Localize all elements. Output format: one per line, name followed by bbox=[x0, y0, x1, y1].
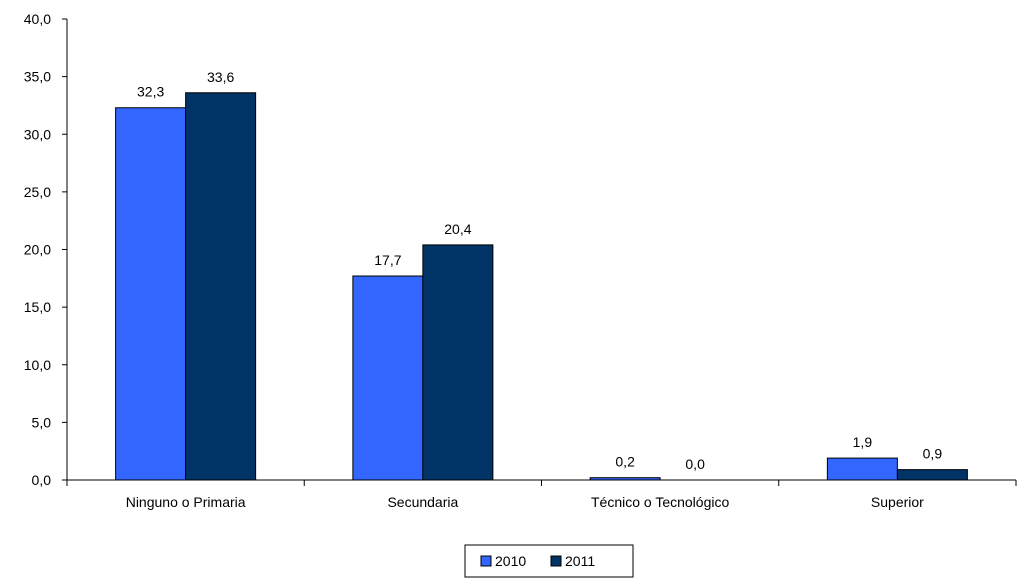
data-label: 0,2 bbox=[615, 454, 635, 470]
y-tick-label: 0,0 bbox=[32, 472, 52, 488]
y-tick-label: 10,0 bbox=[24, 357, 51, 373]
y-tick-label: 15,0 bbox=[24, 299, 51, 315]
x-category-label: Técnico o Tecnológico bbox=[591, 494, 729, 510]
data-label: 33,6 bbox=[207, 69, 234, 85]
data-label: 0,9 bbox=[923, 446, 943, 462]
legend-swatch-2011 bbox=[550, 555, 562, 567]
data-labels: 32,3 17,7 0,2 1,9 33,6 20,4 0,0 0,9 bbox=[137, 69, 942, 472]
x-category-label: Ninguno o Primaria bbox=[126, 494, 246, 510]
bar-2011 bbox=[185, 92, 257, 481]
x-category-label: Superior bbox=[871, 494, 924, 510]
x-axis: Ninguno o Primaria Secundaria Técnico o Te… bbox=[66, 479, 1017, 510]
bars bbox=[115, 92, 968, 481]
legend-label-2010: 2010 bbox=[495, 553, 526, 569]
bar-2010 bbox=[589, 477, 661, 481]
bar-2011 bbox=[422, 244, 494, 481]
data-label: 1,9 bbox=[853, 434, 873, 450]
data-label: 0,0 bbox=[685, 456, 705, 472]
legend-swatch-2010 bbox=[480, 555, 492, 567]
y-tick-label: 40,0 bbox=[24, 11, 51, 27]
data-label: 20,4 bbox=[444, 221, 471, 237]
bar-2010 bbox=[352, 275, 424, 481]
x-category-label: Secundaria bbox=[387, 494, 458, 510]
bar-2010 bbox=[115, 107, 187, 481]
bar-2010 bbox=[826, 457, 898, 481]
y-tick-label: 5,0 bbox=[32, 414, 52, 430]
legend-box bbox=[464, 544, 634, 578]
data-label: 32,3 bbox=[137, 84, 164, 100]
data-label: 17,7 bbox=[374, 252, 401, 268]
legend-label-2011: 2011 bbox=[565, 553, 595, 569]
bar-2011 bbox=[896, 469, 968, 481]
legend: 2010 2011 bbox=[464, 544, 634, 578]
y-tick-label: 30,0 bbox=[24, 126, 51, 142]
y-tick-label: 35,0 bbox=[24, 69, 51, 85]
y-tick-label: 25,0 bbox=[24, 184, 51, 200]
y-axis: 0,0 5,0 10,0 15,0 20,0 25,0 30,0 35,0 40,0 bbox=[24, 11, 68, 488]
y-tick-label: 20,0 bbox=[24, 242, 51, 258]
